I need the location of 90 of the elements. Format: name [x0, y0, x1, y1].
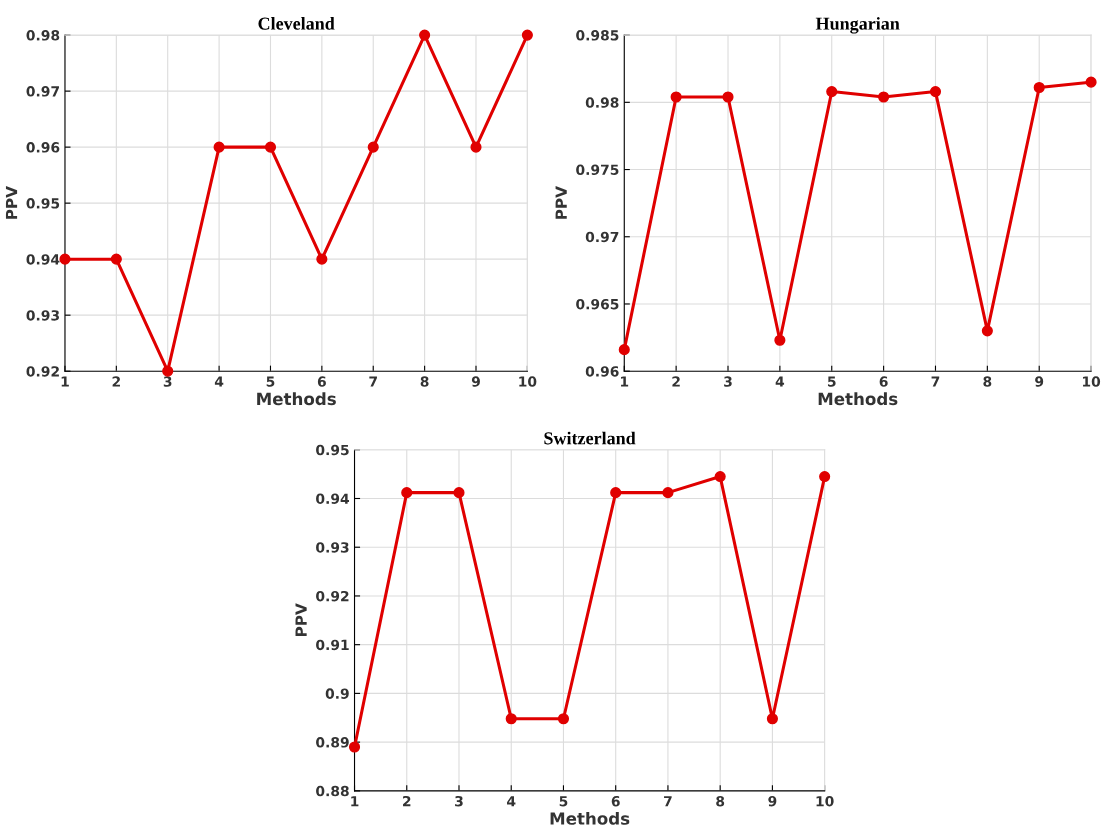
x-tick-label: 5 — [559, 796, 568, 807]
x-tick-label: 4 — [507, 796, 516, 807]
y-axis-title: PPV — [5, 186, 18, 219]
point — [367, 141, 379, 153]
x-tick-label: 6 — [879, 376, 888, 387]
x-tick-label: 9 — [1035, 376, 1044, 387]
chart-title: Switzerland — [544, 431, 636, 445]
point — [348, 741, 361, 753]
chart-title: Hungarian — [815, 17, 900, 34]
x-axis-title: Methods — [257, 392, 336, 406]
y-axis-title: PPV — [295, 603, 307, 637]
point — [819, 471, 831, 483]
point — [722, 91, 734, 103]
y-tick-label: 0.94 — [26, 254, 60, 265]
x-tick-label: 1 — [621, 376, 629, 387]
x-tick-label: 8 — [983, 376, 992, 387]
point — [766, 713, 778, 725]
y-tick-label: 0.88 — [316, 785, 349, 797]
x-axis-title: Methods — [550, 811, 630, 825]
point — [618, 344, 630, 356]
y-tick-label: 0.965 — [576, 298, 619, 310]
y-tick-label: 0.92 — [316, 590, 349, 602]
point — [1085, 76, 1097, 88]
y-tick-label: 0.97 — [26, 86, 59, 97]
y-tick-label: 0.9 — [325, 688, 349, 699]
y-tick-label: 0.93 — [316, 542, 349, 553]
point — [213, 141, 225, 153]
y-tick-label: 0.95 — [26, 198, 60, 209]
point — [470, 141, 482, 153]
x-tick-label: 6 — [611, 795, 620, 807]
point — [662, 487, 674, 499]
point — [401, 487, 413, 499]
x-tick-label: 2 — [403, 795, 411, 807]
x-tick-label: 10 — [816, 795, 834, 807]
y-tick-label: 0.95 — [316, 444, 349, 456]
x-tick-label: 7 — [664, 796, 672, 807]
point — [521, 29, 533, 41]
x-tick-label: 3 — [163, 376, 172, 387]
y-tick-label: 0.94 — [316, 493, 350, 504]
y-tick-label: 0.97 — [585, 231, 619, 243]
x-tick-label: 10 — [1082, 376, 1101, 387]
x-tick-label: 3 — [724, 376, 732, 387]
y-axis-title: PPV — [555, 186, 567, 219]
point — [714, 471, 726, 483]
point — [59, 253, 71, 265]
x-tick-label: 8 — [420, 376, 429, 387]
point — [264, 141, 277, 153]
y-tick-label: 0.91 — [316, 639, 349, 651]
point — [110, 253, 122, 265]
x-tick-label: 3 — [455, 795, 463, 807]
x-tick-label: 6 — [317, 376, 326, 387]
point — [557, 713, 570, 725]
x-tick-label: 9 — [768, 795, 777, 807]
y-tick-label: 0.96 — [26, 142, 60, 153]
y-tick-label: 0.98 — [26, 30, 60, 41]
x-tick-label: 9 — [471, 376, 480, 387]
point — [981, 325, 993, 337]
point — [826, 86, 838, 98]
x-tick-label: 1 — [351, 796, 359, 807]
point — [774, 334, 786, 346]
y-tick-label: 0.985 — [576, 30, 619, 41]
x-tick-label: 2 — [112, 376, 120, 387]
point — [670, 91, 682, 103]
x-tick-label: 5 — [827, 376, 836, 387]
point — [878, 91, 890, 103]
chart-title: Cleveland — [258, 17, 335, 30]
x-axis-title: Methods — [818, 392, 898, 406]
x-tick-label: 8 — [716, 795, 725, 807]
point — [505, 713, 517, 725]
y-tick-label: 0.93 — [26, 310, 59, 321]
x-tick-label: 7 — [931, 376, 940, 387]
y-tick-label: 0.89 — [316, 737, 349, 748]
y-tick-label: 0.98 — [585, 97, 619, 108]
point — [453, 487, 465, 499]
x-tick-label: 2 — [672, 376, 680, 387]
y-tick-label: 0.96 — [585, 366, 619, 377]
point — [929, 86, 942, 98]
y-tick-label: 0.975 — [576, 164, 619, 176]
x-tick-label: 5 — [266, 376, 275, 387]
x-tick-label: 7 — [369, 376, 377, 387]
point — [1033, 81, 1045, 94]
point — [419, 29, 431, 41]
x-tick-label: 1 — [61, 376, 69, 387]
point — [162, 365, 174, 377]
y-tick-label: 0.92 — [26, 366, 59, 377]
x-tick-label: 10 — [519, 376, 537, 387]
x-tick-label: 4 — [214, 376, 224, 387]
point — [610, 487, 622, 499]
point — [316, 253, 328, 265]
x-tick-label: 4 — [775, 376, 785, 387]
